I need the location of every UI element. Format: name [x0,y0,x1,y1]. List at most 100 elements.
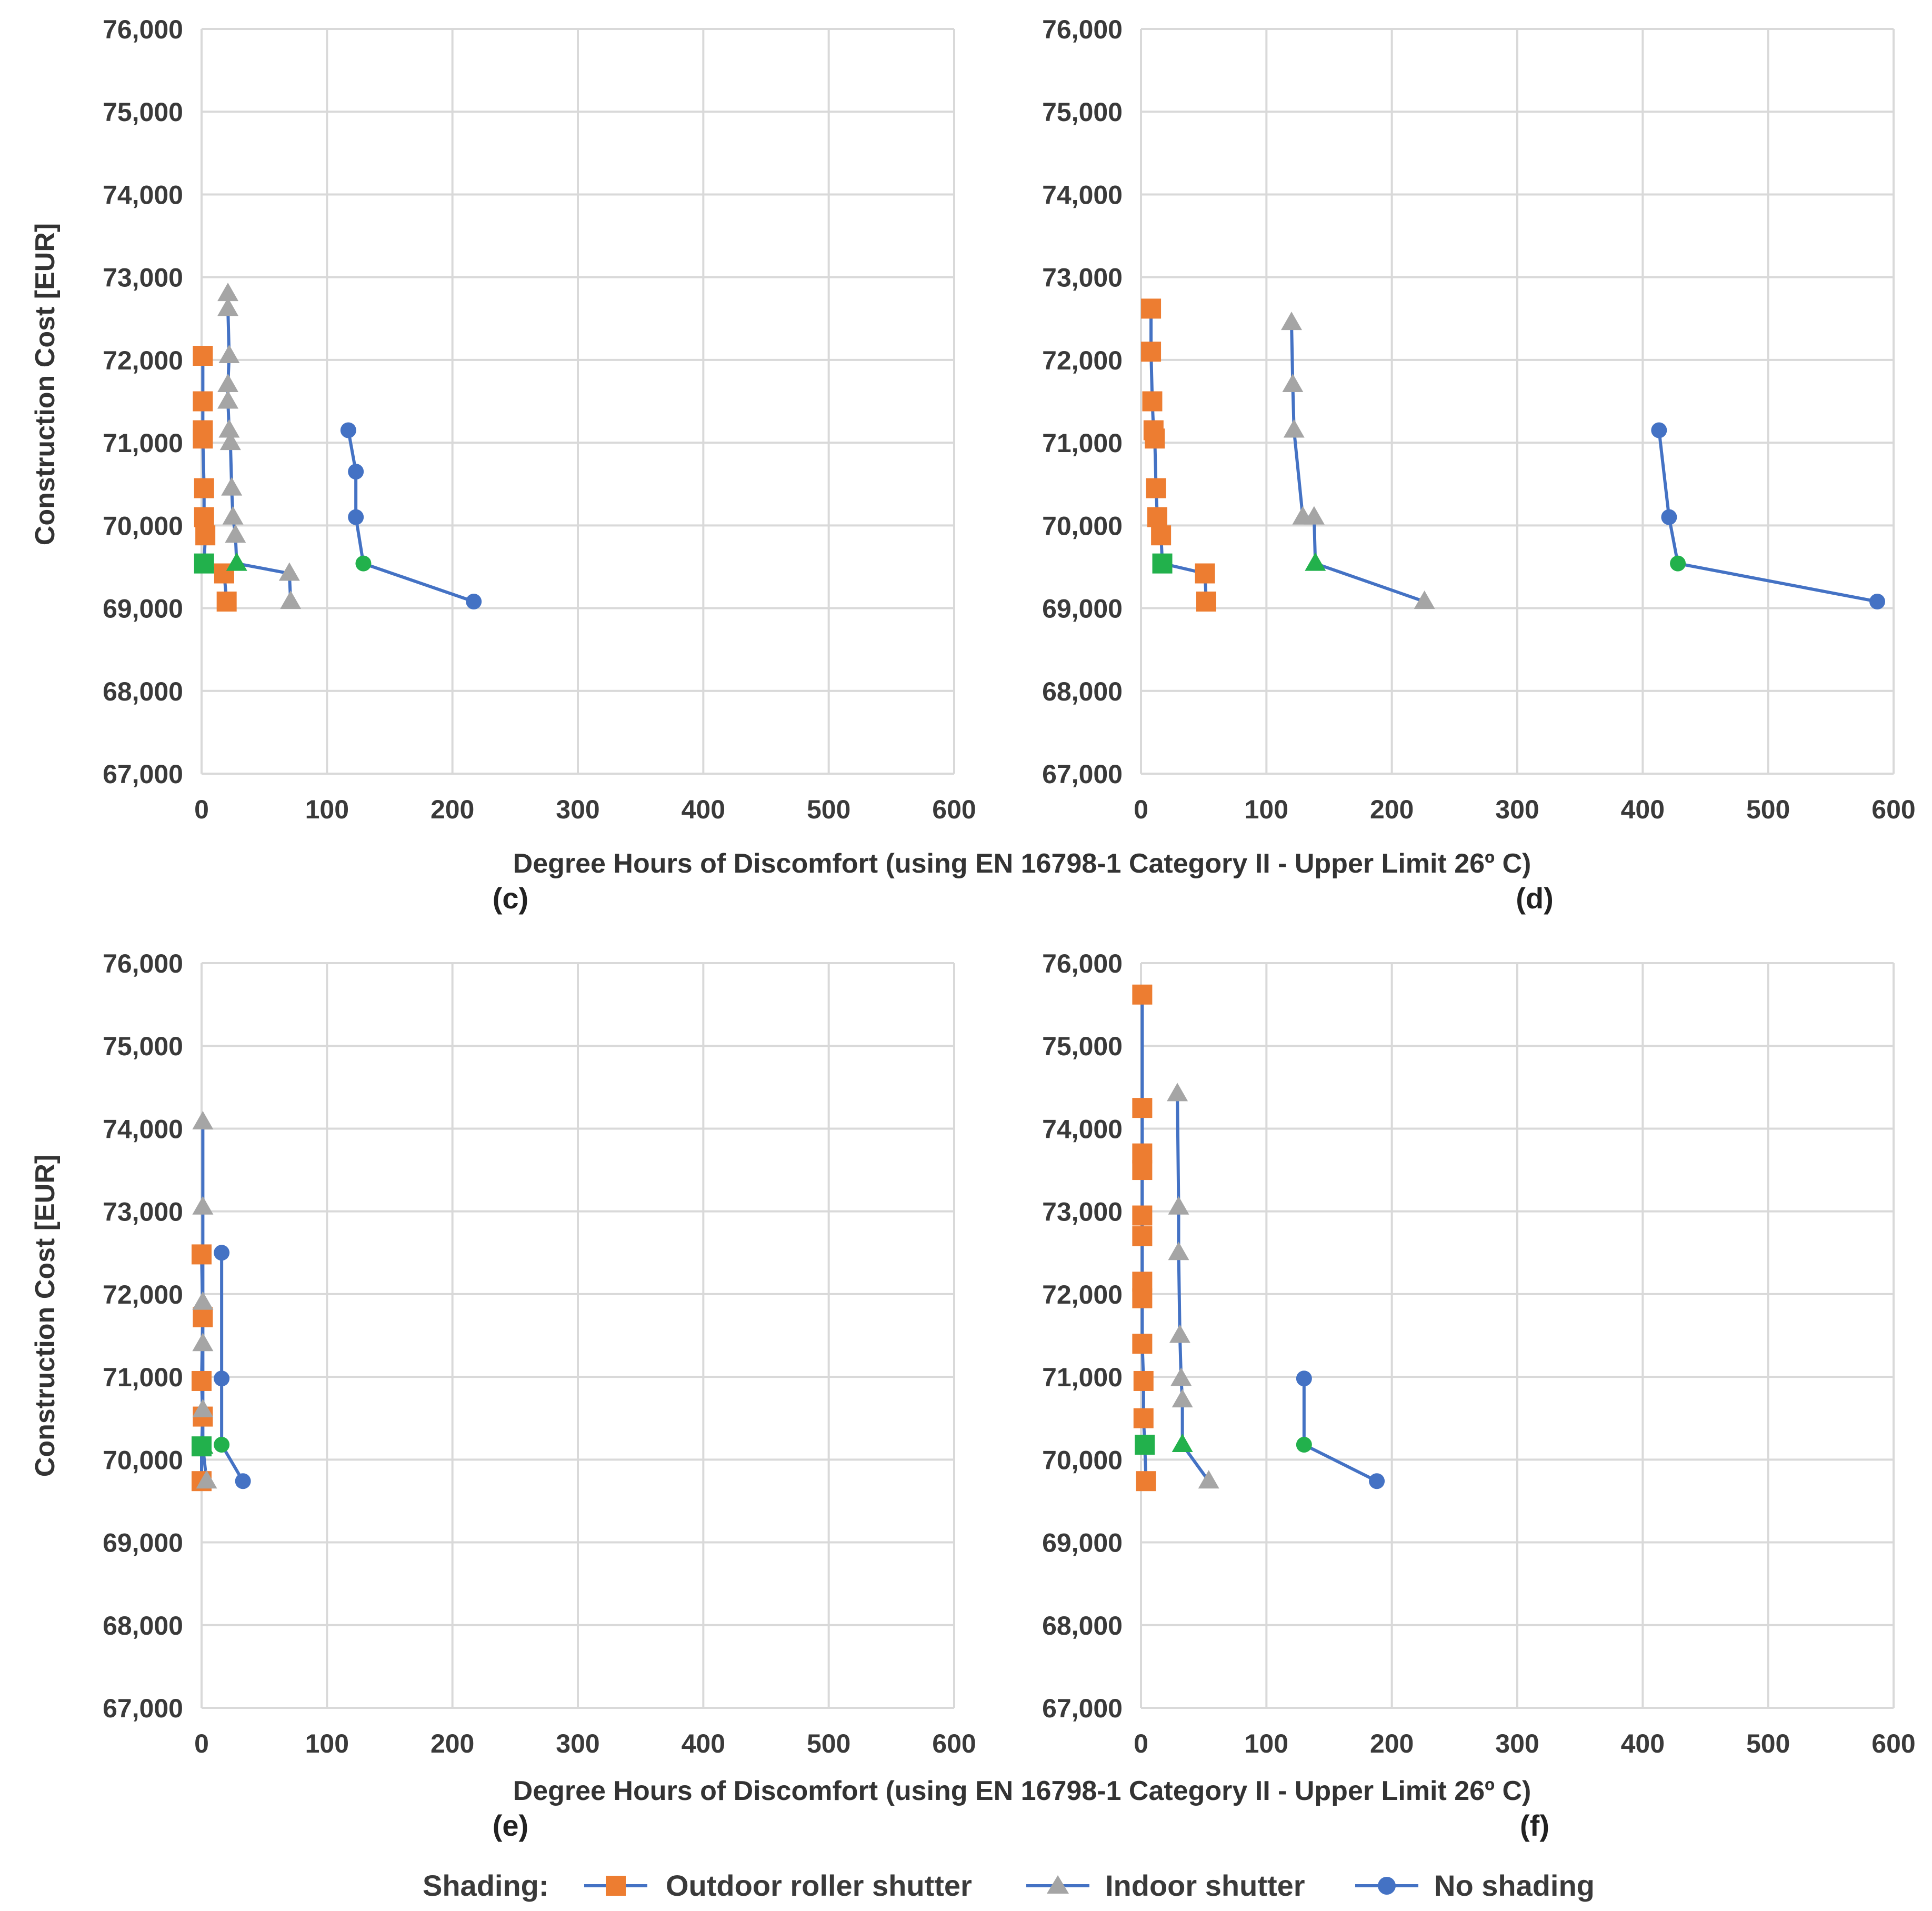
panel-c-ytick-label: 69,000 [103,594,183,624]
panel-f-xtick-label: 100 [1245,1729,1288,1758]
panel-d-indoor-point [1281,312,1302,331]
panel-c-indoor-point [217,374,239,393]
panel-d-outdoor-point [1196,591,1216,612]
panel-d-grid [1140,28,1895,775]
panel-e-xtick-label: 200 [431,1729,474,1758]
panel-f-indoor-point [1168,1242,1189,1260]
panel-c-indoor-point [222,506,244,525]
panel-e-outdoor-point [192,1370,212,1391]
legend-triangle-marker [1047,1875,1069,1894]
panel-f-ytick-label: 72,000 [1042,1280,1123,1309]
panel-e-indoor-point [192,1291,214,1310]
panel-f-outdoor-point [1132,1143,1153,1164]
panel-f-xtick-label: 400 [1621,1729,1665,1758]
panel-e-ytick-label: 71,000 [103,1363,183,1392]
panel-c-outdoor-point [193,346,213,366]
panel-d-ticks: 67,000 68,000 69,000 70,000 71,000 72,000 73,0… [1042,15,1916,824]
panel-f-ytick-label: 75,000 [1042,1032,1123,1061]
panel-d-ytick-label: 72,000 [1042,346,1123,375]
panel-e-ytick-label: 68,000 [103,1611,183,1640]
panel-c-outdoor-point [193,420,213,441]
panel-f-ytick-label: 73,000 [1042,1197,1123,1227]
panel-d-xtick-label: 0 [1134,795,1148,824]
panel-d-outdoor-point [1195,563,1215,584]
panel-c-indoor-point [278,562,300,581]
panel-f-outdoor-point [1132,984,1153,1005]
panel-d-outdoor-point [1142,391,1163,412]
panel-e-ytick-label: 73,000 [103,1197,183,1227]
panel-d-outdoor-point [1141,342,1162,362]
panel-e-xtick-label: 400 [682,1729,725,1758]
panel-c-outdoor-point [194,507,214,527]
panel-d-ytick-label: 73,000 [1042,263,1123,293]
panel-d-noshading-point [1661,509,1677,525]
panel-c-indoor-point [219,432,241,451]
panel-d-ytick-label: 67,000 [1042,759,1123,789]
panel-c-xtick-label: 500 [807,795,850,824]
panel-e-xtick-label: 100 [305,1729,349,1758]
panel-f-outdoor-point [1132,1098,1153,1118]
panel-f-indoor-point [1169,1324,1190,1343]
legend: Shading: Outdoor roller shutter Indoor s… [423,1869,1595,1902]
panel-c-ytick-label: 68,000 [103,677,183,706]
panel-f-xtick-label: 600 [1871,1729,1915,1758]
panel-c-noshading-point [348,509,364,525]
panel-d-xtick-label: 500 [1746,795,1790,824]
panel-c-indoor-point [217,390,239,409]
panel-f-ytick-label: 69,000 [1042,1528,1123,1558]
panel-d-noshading-point [1869,593,1886,609]
panel-c-line-outdoor [201,354,228,603]
panel-c-noshading-point [340,422,356,438]
panel-f-xtick-label: 300 [1495,1729,1539,1758]
panel-c-indoor-point [217,283,239,302]
panel-f-indoor-point [1172,1389,1193,1408]
panel-c-noshading-point [355,555,372,572]
panel-f-noshading-point [1369,1473,1385,1489]
panel-f-noshading-point [1296,1437,1312,1453]
panel-f-indoor-point [1170,1367,1192,1386]
panel-c-indoor-point [225,524,246,543]
panel-f-ytick-label: 74,000 [1042,1114,1123,1144]
panel-c-indoor-point [221,477,243,496]
panel-d-xtick-label: 400 [1621,795,1665,824]
panel-c-xtick-label: 100 [305,795,349,824]
panel-e-ytick-label: 70,000 [103,1445,183,1475]
panel-e-indoor-point [192,1399,214,1417]
panel-c-ytick-label: 71,000 [103,428,183,458]
panel-c-noshading-point [466,593,482,609]
panel-c-outdoor-point [194,553,214,574]
panel-e-grid [201,962,955,1709]
panel-e-noshading-point [214,1370,230,1387]
panel-e-noshading-point [235,1473,251,1489]
panel-c-outdoor-point [195,525,216,546]
panel-c-xtick-label: 200 [431,795,474,824]
panel-c-indoor-point [218,419,240,438]
legend-label-indoor: Indoor shutter [1105,1869,1305,1902]
panel-d: 67,000 68,000 69,000 70,000 71,000 72,000 73,0… [1042,15,1916,824]
panel-e-ytick-label: 67,000 [103,1694,183,1723]
panel-c-ytick-label: 76,000 [103,15,183,44]
panel-c-xtick-label: 0 [194,795,209,824]
panel-c-outdoor-point [216,591,237,612]
panel-c-indoor-point [218,345,240,364]
panel-f-noshading-point [1296,1370,1312,1387]
panel-d-indoor-point [1282,374,1304,393]
panel-d-indoor-point [1414,590,1435,609]
panel-c-ytick-label: 74,000 [103,180,183,209]
panel-d-ytick-label: 70,000 [1042,511,1123,541]
panel-f-outdoor-point [1133,1370,1154,1391]
panel-d-noshading-point [1651,422,1667,438]
panel-label-e: (e) [493,1809,528,1842]
panel-c-ytick-label: 72,000 [103,346,183,375]
x-axis-title-top: Degree Hours of Discomfort (using EN 167… [513,848,1531,879]
panel-c-xtick-label: 300 [556,795,599,824]
panel-f-outdoor-point [1132,1272,1153,1292]
panel-c-ytick-label: 73,000 [103,263,183,293]
panel-f-indoor-point [1172,1434,1193,1453]
panel-e-noshading-point [214,1437,230,1453]
panel-e-line-noshading [220,1251,245,1483]
panel-e-ticks: 67,000 68,000 69,000 70,000 71,000 72,000 73,0… [103,949,976,1758]
panel-f-outdoor-point [1135,1435,1155,1455]
panel-e-ytick-label: 69,000 [103,1528,183,1558]
